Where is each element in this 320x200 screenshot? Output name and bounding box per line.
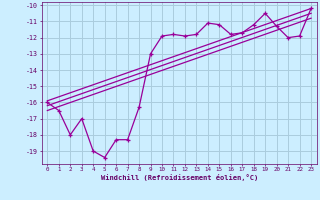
X-axis label: Windchill (Refroidissement éolien,°C): Windchill (Refroidissement éolien,°C) bbox=[100, 174, 258, 181]
